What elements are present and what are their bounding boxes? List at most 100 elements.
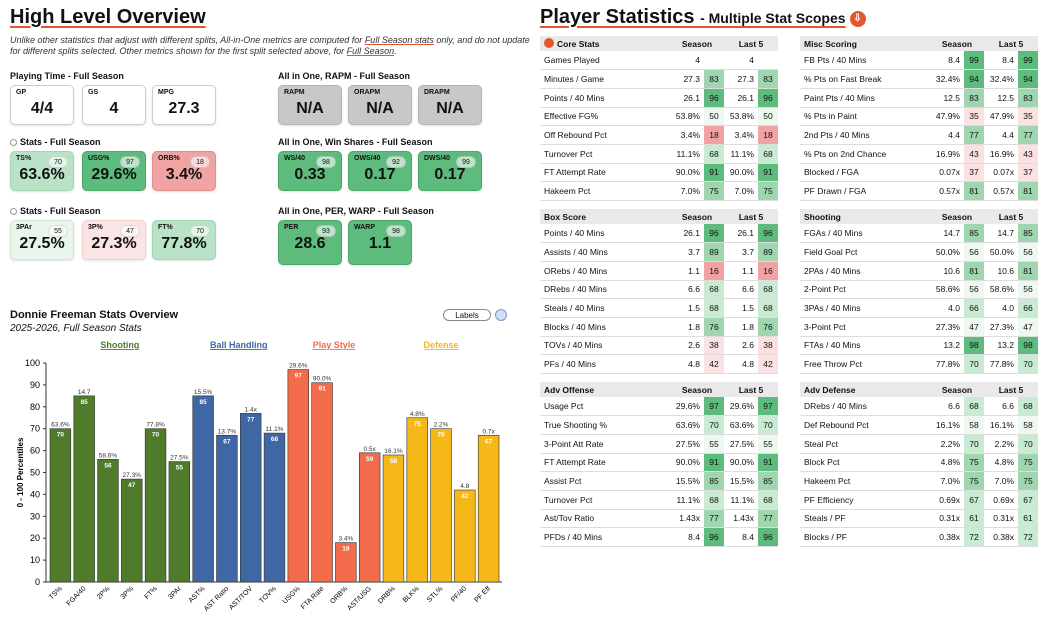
card-orapm: ORAPM N/A — [348, 85, 412, 125]
last5-column-header[interactable]: Last 5 — [984, 36, 1038, 51]
stat-value: 29.6% — [724, 397, 758, 417]
player-statistics: Player Statistics - Multiple Stat Scopes… — [540, 6, 1045, 616]
stat-percentile: 77 — [1018, 125, 1038, 145]
table-row: 3-Point Pct 27.3% 47 27.3% 47 — [800, 317, 1038, 337]
stat-percentile — [704, 51, 724, 71]
stat-percentile: 75 — [758, 181, 778, 201]
stat-percentile: 68 — [758, 490, 778, 510]
table-row: Def Rebound Pct 16.1% 58 16.1% 58 — [800, 415, 1038, 435]
bar-fga-40 — [73, 395, 95, 583]
table-row: True Shooting % 63.6% 70 63.6% 70 — [540, 415, 778, 435]
x-tick-label: TOV% — [258, 585, 277, 604]
season-column-header[interactable]: Season — [930, 36, 984, 51]
table-title: Box Score — [540, 209, 670, 224]
stat-label: 3-Point Att Rate — [540, 434, 670, 454]
radio-icon[interactable] — [10, 139, 17, 146]
x-tick-label: AST/USG — [346, 585, 373, 612]
x-tick-label: TS% — [48, 585, 64, 601]
stat-value: 10.6 — [930, 261, 964, 281]
stat-value: 11.1% — [724, 144, 758, 164]
x-tick-label: PF Eff — [473, 585, 492, 604]
stat-label: True Shooting % — [540, 415, 670, 435]
stat-percentile: 94 — [964, 69, 984, 89]
stat-value: 3.7 — [670, 242, 704, 262]
stat-value: 58.6% — [984, 280, 1018, 300]
stat-percentile: 96 — [758, 527, 778, 547]
stat-label: ORebs / 40 Mins — [540, 261, 670, 281]
x-tick-label: 2P% — [96, 585, 111, 600]
season-column-header[interactable]: Season — [930, 209, 984, 224]
stat-value: 3.4% — [724, 125, 758, 145]
last5-column-header[interactable]: Last 5 — [984, 382, 1038, 397]
stat-value: 4.8% — [984, 453, 1018, 473]
stat-label: PF Drawn / FGA — [800, 181, 930, 201]
last5-column-header[interactable]: Last 5 — [724, 382, 778, 397]
last5-column-header[interactable]: Last 5 — [724, 209, 778, 224]
stats-overview-chart: Donnie Freeman Stats Overview 2025-2026,… — [0, 305, 520, 620]
stat-percentile: 75 — [704, 181, 724, 201]
bar-value-label: 75 — [414, 421, 422, 428]
bar-data-label: 0.7x — [482, 428, 495, 435]
last5-column-header[interactable]: Last 5 — [984, 209, 1038, 224]
bar-data-label: 29.6% — [289, 363, 308, 370]
stat-value: 4.0 — [984, 298, 1018, 318]
table-row: Hakeem Pct 7.0% 75 7.0% 75 — [800, 471, 1038, 491]
download-icon[interactable]: ⇩ — [849, 11, 866, 27]
stat-label: Ast/Tov Ratio — [540, 509, 670, 529]
stat-value: 26.1 — [724, 224, 758, 244]
stat-value: 50.0% — [984, 242, 1018, 262]
stat-label: DRebs / 40 Mins — [800, 397, 930, 417]
stat-label: PFDs / 40 Mins — [540, 527, 670, 547]
bar-ast-ratio — [216, 434, 238, 583]
y-tick-label: 60 — [30, 446, 40, 456]
radio-icon[interactable] — [10, 208, 17, 215]
section-stats-2: Stats - Full Season — [10, 206, 101, 216]
stat-value: 0.57x — [984, 181, 1018, 201]
bar-data-label: 63.6% — [51, 422, 70, 429]
stat-percentile: 68 — [704, 280, 724, 300]
last5-column-header[interactable]: Last 5 — [724, 36, 778, 51]
bar-fta-rate — [311, 382, 333, 583]
x-tick-label: AST% — [188, 585, 207, 604]
bar-value-label: 70 — [152, 432, 160, 439]
stat-percentile: 89 — [704, 242, 724, 262]
stat-percentile: 68 — [758, 298, 778, 318]
card-rapm: RAPM N/A — [278, 85, 342, 125]
group-label-ball-handling: Ball Handling — [210, 340, 268, 350]
stat-value: 50.0% — [930, 242, 964, 262]
season-column-header[interactable]: Season — [670, 209, 724, 224]
season-column-header[interactable]: Season — [930, 382, 984, 397]
y-tick-label: 70 — [30, 424, 40, 434]
x-tick-label: FTA Rate — [300, 585, 326, 611]
stat-label: Paint Pts / 40 Mins — [800, 88, 930, 108]
labels-toggle-switch[interactable] — [495, 309, 507, 321]
section-per-warp: All in One, PER, WARP - Full Season — [278, 206, 434, 216]
table-title: Shooting — [800, 209, 930, 224]
x-tick-label: FT% — [144, 585, 159, 600]
stat-label: Field Goal Pct — [800, 242, 930, 262]
table-row: Minutes / Game 27.3 83 27.3 83 — [540, 69, 778, 89]
stat-percentile: 85 — [758, 471, 778, 491]
x-tick-label: AST/TOV — [228, 585, 254, 611]
season-column-header[interactable]: Season — [670, 36, 724, 51]
stat-value: 2.2% — [984, 434, 1018, 454]
stat-value: 2.6 — [670, 336, 704, 356]
stat-value: 8.4 — [670, 527, 704, 547]
labels-toggle-button[interactable]: Labels — [443, 309, 491, 321]
season-column-header[interactable]: Season — [670, 382, 724, 397]
stat-value: 1.43x — [670, 509, 704, 529]
stat-percentile: 76 — [704, 317, 724, 337]
stat-value: 7.0% — [930, 471, 964, 491]
stat-label: Steals / PF — [800, 509, 930, 529]
stat-label: Steal Pct — [800, 434, 930, 454]
stat-value: 1.8 — [670, 317, 704, 337]
stat-label: 2-Point Pct — [800, 280, 930, 300]
table-title: Adv Offense — [540, 382, 670, 397]
table-row: FGAs / 40 Mins 14.7 85 14.7 85 — [800, 224, 1038, 244]
x-tick-label: 3P% — [120, 585, 135, 600]
stat-percentile: 77 — [704, 509, 724, 529]
stat-value: 16.1% — [984, 415, 1018, 435]
stat-label: 2PAs / 40 Mins — [800, 261, 930, 281]
stat-percentile: 42 — [758, 354, 778, 374]
card-ws40: WS/40 98 0.33 — [278, 151, 342, 191]
